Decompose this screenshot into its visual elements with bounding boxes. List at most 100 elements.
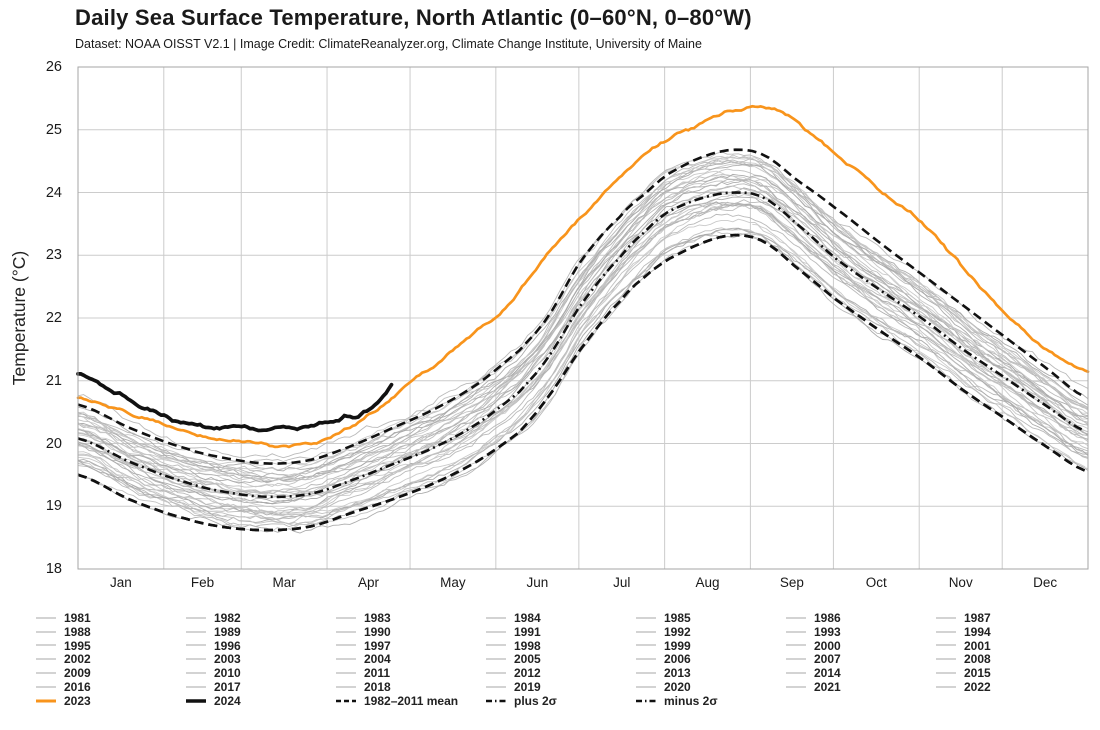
legend-item-2000[interactable]: 2000 (786, 639, 936, 653)
legend-swatch-icon (486, 686, 506, 688)
series-2023-line (76, 104, 1090, 449)
legend-swatch-icon (486, 658, 506, 660)
series-1987-line (77, 227, 1089, 523)
legend-label: 1989 (214, 624, 241, 639)
legend-label: 1983 (364, 610, 391, 625)
legend-swatch-icon (936, 644, 956, 647)
legend-swatch-icon (486, 644, 506, 647)
legend-label: 2019 (514, 679, 541, 694)
legend-swatch-icon (186, 631, 206, 633)
legend-item-2018[interactable]: 2018 (336, 680, 486, 694)
legend-item-2011[interactable]: 2011 (336, 666, 486, 680)
series-1996-line (77, 204, 1089, 516)
legend-item-1987[interactable]: 1987 (936, 611, 1086, 625)
legend-item-2006[interactable]: 2006 (636, 652, 786, 666)
legend-swatch-icon (936, 617, 956, 619)
legend-label: 2012 (514, 666, 541, 681)
legend-label: plus 2σ (514, 693, 557, 708)
legend-item-2004[interactable]: 2004 (336, 652, 486, 666)
legend-item-2021[interactable]: 2021 (786, 680, 936, 694)
chart-title: Daily Sea Surface Temperature, North Atl… (75, 5, 752, 30)
legend-item-1998[interactable]: 1998 (486, 639, 636, 653)
legend-swatch-icon (186, 672, 206, 674)
legend-item-2012[interactable]: 2012 (486, 666, 636, 680)
legend-item-1988[interactable]: 1988 (36, 625, 186, 639)
legend-label: 2011 (364, 666, 391, 681)
legend-item-1981[interactable]: 1981 (36, 611, 186, 625)
legend-item-2024[interactable]: 2024 (186, 694, 336, 708)
legend-swatch-icon (936, 686, 956, 688)
legend-item-2003[interactable]: 2003 (186, 652, 336, 666)
legend: 1981 1982 1983 1984 1985 1986 1987 1988 1989 1990… (36, 611, 1086, 708)
legend-label: 1996 (214, 638, 241, 653)
legend-item-1986[interactable]: 1986 (786, 611, 936, 625)
legend-item-minus-2σ[interactable]: minus 2σ (636, 694, 786, 708)
y-tick-21: 21 (45, 372, 62, 389)
legend-item-2007[interactable]: 2007 (786, 652, 936, 666)
legend-label: 2024 (214, 693, 241, 708)
series-2018-line (77, 158, 1089, 480)
legend-item-plus-2σ[interactable]: plus 2σ (486, 694, 636, 708)
legend-swatch-icon (486, 631, 506, 633)
legend-item-1997[interactable]: 1997 (336, 639, 486, 653)
x-label-apr: Apr (358, 575, 380, 590)
legend-swatch-icon (636, 631, 656, 633)
legend-item-1994[interactable]: 1994 (936, 625, 1086, 639)
legend-label: 2003 (214, 652, 241, 667)
legend-item-1985[interactable]: 1985 (636, 611, 786, 625)
legend-item-1990[interactable]: 1990 (336, 625, 486, 639)
y-tick-24: 24 (45, 184, 62, 201)
series-2015-line (77, 173, 1089, 478)
legend-item-2020[interactable]: 2020 (636, 680, 786, 694)
series-2006-line (77, 176, 1089, 495)
legend-item-1982[interactable]: 1982 (186, 611, 336, 625)
legend-swatch-icon (336, 617, 356, 619)
legend-item-2016[interactable]: 2016 (36, 680, 186, 694)
legend-item-2017[interactable]: 2017 (186, 680, 336, 694)
legend-swatch-icon (936, 658, 956, 660)
legend-item-1991[interactable]: 1991 (486, 625, 636, 639)
series-1984-line (77, 230, 1089, 525)
series-plus-2-sigma-line (77, 148, 1086, 465)
legend-label: 2004 (364, 652, 391, 667)
legend-swatch-icon (786, 658, 806, 660)
legend-item-2015[interactable]: 2015 (936, 666, 1086, 680)
legend-swatch-icon (786, 686, 806, 688)
legend-item-1995[interactable]: 1995 (36, 639, 186, 653)
series-1985-line (77, 218, 1089, 533)
legend-item-2019[interactable]: 2019 (486, 680, 636, 694)
legend-item-1993[interactable]: 1993 (786, 625, 936, 639)
legend-item-2014[interactable]: 2014 (786, 666, 936, 680)
legend-label: 1987 (964, 610, 991, 625)
x-label-jun: Jun (526, 575, 549, 590)
x-label-aug: Aug (695, 575, 720, 590)
legend-swatch-icon (786, 631, 806, 633)
legend-label: 1998 (514, 638, 541, 653)
legend-item-2002[interactable]: 2002 (36, 652, 186, 666)
legend-item-1984[interactable]: 1984 (486, 611, 636, 625)
legend-item-2013[interactable]: 2013 (636, 666, 786, 680)
series-2017-line (77, 159, 1089, 466)
legend-item-2009[interactable]: 2009 (36, 666, 186, 680)
legend-item-1992[interactable]: 1992 (636, 625, 786, 639)
series-2021-line (77, 156, 1088, 471)
legend-item-1996[interactable]: 1996 (186, 639, 336, 653)
series-1993-line (77, 202, 1089, 514)
legend-item-2023[interactable]: 2023 (36, 694, 186, 708)
legend-item-1982-2011-mean[interactable]: 1982–2011 mean (336, 694, 486, 708)
legend-item-2001[interactable]: 2001 (936, 639, 1086, 653)
legend-item-1999[interactable]: 1999 (636, 639, 786, 653)
legend-item-1983[interactable]: 1983 (336, 611, 486, 625)
legend-item-2008[interactable]: 2008 (936, 652, 1086, 666)
legend-swatch-icon (336, 644, 356, 647)
legend-item-2022[interactable]: 2022 (936, 680, 1086, 694)
legend-swatch-icon (36, 686, 56, 688)
legend-label: 1988 (64, 624, 91, 639)
x-label-mar: Mar (272, 575, 296, 590)
legend-item-1989[interactable]: 1989 (186, 625, 336, 639)
legend-label: 2015 (964, 666, 991, 681)
legend-item-2010[interactable]: 2010 (186, 666, 336, 680)
series-1992-line (77, 203, 1089, 518)
legend-item-2005[interactable]: 2005 (486, 652, 636, 666)
